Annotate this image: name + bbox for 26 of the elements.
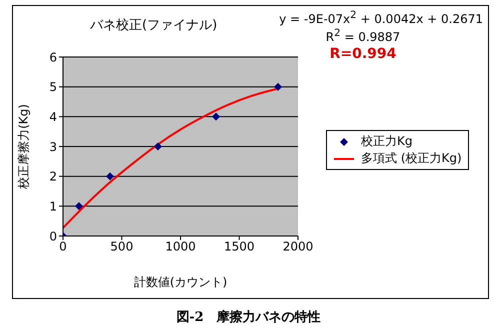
x-tick-label: 1000 bbox=[165, 240, 196, 254]
y-tick-label: 1 bbox=[49, 199, 57, 214]
x-axis-title: 計数値(カウント) bbox=[134, 275, 228, 289]
y-tick-label: 4 bbox=[49, 110, 57, 124]
point bbox=[106, 172, 114, 180]
x-tick-label: 2000 bbox=[282, 240, 314, 254]
point bbox=[74, 202, 83, 210]
x-tick-label: 500 bbox=[110, 240, 134, 254]
chart-title: バネ校正(ファイナル) bbox=[90, 17, 218, 34]
y-tick-label: 3 bbox=[49, 140, 57, 154]
text: y = -9E-07x$^{2}$ + 0.0042x + 0.2671 bbox=[278, 10, 483, 26]
x-tick-label: 1500 bbox=[224, 240, 255, 254]
text: R=0.994 bbox=[328, 46, 398, 62]
y-axis-title: 校正摩擦力(Kg) bbox=[16, 104, 30, 190]
text: R$^{2}$ = 0.9887 bbox=[326, 28, 400, 44]
point bbox=[212, 112, 220, 121]
legend-label: 多項式 (校正力Kg) bbox=[361, 150, 462, 167]
point bbox=[154, 142, 162, 150]
y-tick-label: 2 bbox=[49, 170, 57, 184]
y-tick-label: 5 bbox=[49, 80, 57, 94]
text: 図-2 摩擦力バネの特性 bbox=[175, 308, 322, 326]
y-tick-label: 6 bbox=[49, 50, 57, 64]
y-tick-label: 0 bbox=[49, 229, 57, 244]
point bbox=[274, 82, 282, 91]
legend-label: 校正力Kg bbox=[361, 133, 412, 150]
x-tick-label: 0 bbox=[59, 240, 67, 254]
